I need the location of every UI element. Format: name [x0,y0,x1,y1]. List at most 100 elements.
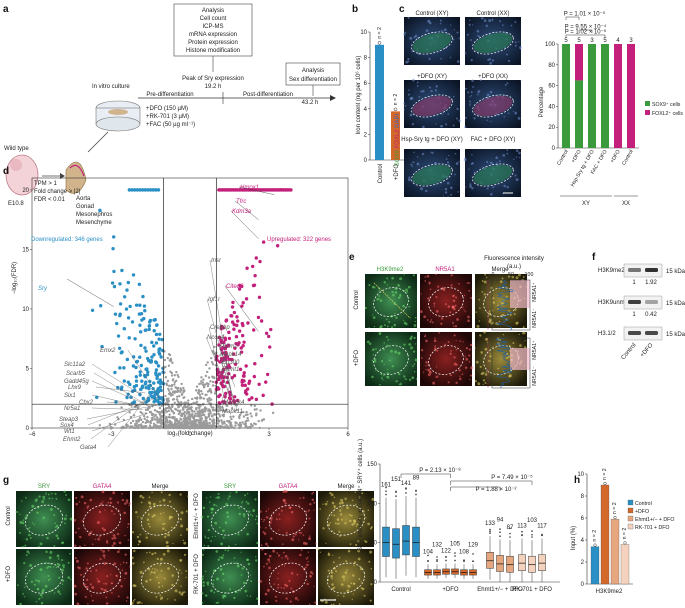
g-image-0-0-2-cell [170,515,173,519]
g-image-1-0-0-cell [207,544,210,547]
e-image-1-2-cell [482,379,486,382]
c-image-5-cell [471,153,473,156]
e-image-0-1-cell [453,308,456,311]
g-image-1-1-2-cell [345,560,348,563]
e-image-0-0-cell [386,284,388,286]
g-image-1-1-0-cell [256,597,259,600]
d-point-ceiling [130,188,134,192]
g-image-0-0-1-cell [128,504,130,507]
e-image-0-2-cell [497,308,499,310]
e-stain-label: H3K9me2 [377,267,404,273]
c-image-0-cell [449,56,452,59]
f-band [645,300,658,304]
e-image-1-1-cell [432,381,436,385]
e-image-0-0-cell [402,319,405,321]
g-n-label: 129 [468,542,479,548]
g-image-0-0-2-cell [162,527,165,530]
c-gonad-outline [472,163,514,187]
g-image-0-1-1-cell [125,600,128,602]
e-image-1-1-cell [433,339,437,343]
g-image-0-0-1-cell [121,498,125,502]
d-gene-label: Slc11a2 [64,362,86,368]
e-image-0-0-cell [393,302,397,306]
g-n-label: 151 [391,477,402,483]
e-image-0-0-cell [379,299,383,302]
d-label-leader [224,285,259,332]
g-image-0-1-1-cell [105,582,108,585]
g-image-1-0-2-cell [355,543,358,546]
e-image-0-1-cell [444,303,447,306]
e-image-0-1-cell [467,315,470,319]
g-image-0-0-1-cell [112,534,116,537]
g-image-1-1-0-cell [233,557,236,559]
g-image-1-0-2-cell [367,522,370,526]
c-pval-bracket [578,29,593,33]
e-stain-label: Merge [491,267,509,273]
d-point [253,362,257,366]
e-image-0-0-cell [372,314,374,316]
e-image-0-0-cell [405,323,408,326]
e-image-0-2-cell [488,310,491,313]
d-point [122,327,127,331]
d-point [200,423,204,426]
d-point [152,381,156,385]
g-image-1-0-0-cell [207,528,211,532]
d-point [155,418,158,422]
g-image-1-0-0-cell [215,496,218,499]
h-point [623,541,627,545]
g-image-0-1-0-cell [41,596,43,598]
g-outlier [445,556,447,558]
arrow-to-culture [87,131,109,153]
d-point [186,416,190,420]
d-point [118,282,122,286]
h-legend-label: Ehmt1+/− + DFO [635,517,674,523]
d-point [132,400,137,404]
e-image-0-1-cell [467,319,470,323]
g-image-1-1-0-cell [202,584,205,587]
d-point [152,329,156,333]
g-n-label: 113 [517,524,527,530]
d-point [182,419,185,423]
d-point [225,424,228,427]
f-lane-label: +DFO [640,342,655,358]
d-point-ceiling [153,188,158,192]
g-image-0-0-0-cell [53,544,56,547]
g-image-0-0-0-cell [55,524,59,528]
c-image-2-cell [435,85,439,88]
g-image-1-0-2-cell [349,543,352,546]
e-image-1-0-cell [399,383,402,386]
e-image-0-1-cell [466,282,469,284]
e-image-1-1-cell [459,375,461,377]
d-gene-label: Scarb5 [66,371,86,377]
d-point [235,315,239,319]
g-image-0-0-0-cell [63,490,66,493]
g-image-1-1-1-cell [306,582,309,586]
g-image-1-0-1-cell [305,510,308,513]
c-image-5-cell [465,186,467,188]
g-outlier [489,528,491,531]
c-image-4-cell [413,151,415,154]
c-image-4-cell [458,161,460,163]
panel-e-label: e [349,252,355,263]
d-point [230,375,234,380]
e-image-1-1-cell [458,369,461,372]
g-image-1-1-0-cell [249,595,252,598]
g-image-0-1-0-cell [39,568,43,572]
g-image-1-1-0-cell [210,589,213,593]
g-image-0-0-1-cell [112,541,116,545]
e-image-1-0-cell [398,383,401,386]
g-image-1-1-1-cell [285,597,288,600]
e-image-1-1-cell [468,348,471,351]
g-outlier [405,492,407,494]
d-point [172,397,176,401]
g-image-1-0-2-cell [355,525,357,528]
g-image-0-0-1-cell [107,501,110,504]
e-image-0-1-cell [461,306,464,309]
g-image-1-1-2-cell [342,595,345,598]
g-image-0-0-1-cell [113,536,117,540]
g-image-1-0-0-cell [214,535,216,538]
d-point [177,412,181,416]
g-image-0-0-1-cell [111,531,113,534]
d-point [112,284,117,289]
